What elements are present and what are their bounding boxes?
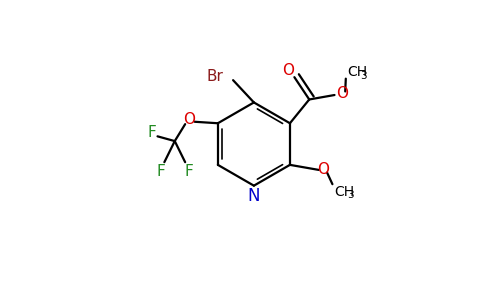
Text: O: O	[282, 63, 294, 78]
Text: Br: Br	[207, 69, 224, 84]
Text: 3: 3	[347, 190, 353, 200]
Text: CH: CH	[348, 65, 367, 79]
Text: F: F	[157, 164, 166, 179]
Text: 3: 3	[360, 71, 367, 81]
Text: N: N	[248, 187, 260, 205]
Text: O: O	[318, 162, 330, 177]
Text: F: F	[147, 125, 156, 140]
Text: O: O	[335, 86, 348, 101]
Text: O: O	[183, 112, 196, 127]
Text: CH: CH	[334, 184, 354, 199]
Text: F: F	[184, 164, 193, 179]
